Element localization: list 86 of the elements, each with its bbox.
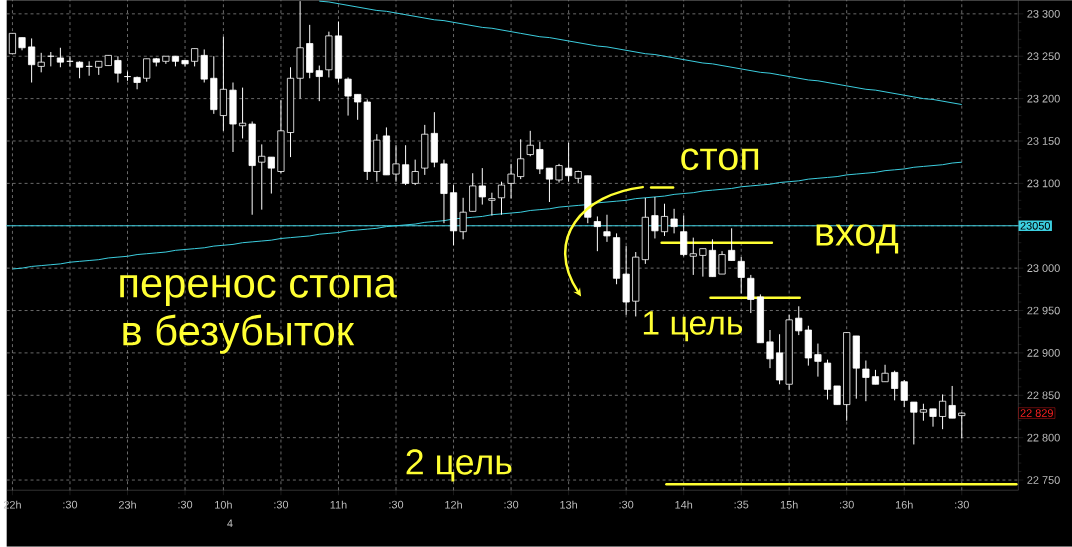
candlestick — [258, 143, 266, 211]
candlestick — [488, 192, 496, 217]
x-tick-label: 13h — [560, 500, 578, 509]
candlestick — [267, 156, 275, 195]
ref-line-label: вход — [816, 224, 899, 254]
candlestick — [862, 360, 870, 402]
y-tick-label: 23 250 — [1027, 52, 1060, 61]
candlestick — [958, 411, 966, 440]
candlestick — [833, 385, 841, 406]
candlestick — [28, 37, 36, 84]
candlestick — [507, 163, 515, 200]
y-tick-label: 22 850 — [1027, 391, 1060, 400]
candlestick — [737, 256, 745, 295]
y-tick-label: 23 000 — [1027, 264, 1060, 273]
candlestick — [411, 159, 419, 186]
x-tick-label: 10h — [215, 500, 232, 509]
candlestick — [545, 167, 553, 203]
candlestick — [948, 385, 956, 419]
candlestick — [795, 305, 803, 336]
x-tick-label: :30 — [389, 500, 404, 509]
candlestick — [747, 274, 755, 314]
text: 22 829 — [1020, 409, 1053, 418]
x-tick-label: :30 — [274, 500, 289, 509]
y-tick-label: 23 100 — [1027, 179, 1060, 188]
annotation: в безубыток — [123, 314, 355, 354]
ref-line-label: стоп — [681, 148, 759, 171]
candlestick — [402, 144, 410, 186]
y-tick-label: 22 900 — [1027, 349, 1060, 357]
y-tick-label: 22 800 — [1027, 433, 1060, 442]
candlestick — [354, 93, 362, 121]
y-tick-label: 23 200 — [1027, 94, 1060, 103]
ref-line-label: 1 цель — [643, 311, 743, 342]
x-tick-label: :30 — [619, 500, 634, 509]
x-tick-label: :35 — [734, 500, 749, 509]
x-tick-label: :30 — [178, 500, 193, 509]
y-tick-label: 23 300 — [1027, 10, 1060, 18]
candlestick — [517, 138, 525, 180]
x-tick-label: 16h — [895, 500, 913, 509]
x-tick-label: 14h — [675, 500, 693, 509]
candlestick — [718, 250, 726, 275]
candlestick — [200, 49, 208, 84]
candlestick — [593, 216, 601, 252]
x-tick-label: :30 — [504, 500, 519, 509]
candlestick — [565, 142, 573, 183]
candlestick — [497, 181, 506, 216]
candlestick — [910, 401, 918, 446]
x-tick-label: 23h — [118, 500, 136, 509]
x-tick-label: 15h — [780, 500, 798, 509]
candlestick — [526, 130, 534, 157]
candlestick — [728, 227, 736, 262]
candlestick — [114, 55, 122, 84]
y-tick-label: 22 950 — [1027, 306, 1060, 315]
candlestick — [660, 203, 669, 237]
candlestick — [939, 394, 947, 430]
candlestick — [37, 52, 45, 73]
annotation: перенос стопа — [120, 274, 397, 307]
y-tick-label: 22 750 — [1027, 476, 1060, 484]
candlestick — [814, 343, 822, 378]
candlestick — [56, 47, 64, 68]
x-tick-label: 11h — [330, 500, 347, 509]
candlestick — [900, 379, 908, 408]
ref-line-label: 2 цель — [406, 449, 512, 482]
ref-line-label: 23050 — [1020, 221, 1050, 230]
x-tick-label: :30 — [63, 500, 78, 509]
candlestick — [536, 141, 544, 175]
x-tick-label: :30 — [840, 500, 854, 509]
candlestick — [891, 370, 899, 401]
candlestick — [344, 76, 352, 117]
x-tick-label: :30 — [955, 500, 969, 509]
candlestick — [699, 248, 707, 278]
candlestick — [881, 364, 889, 383]
y-tick-label: 23 150 — [1027, 137, 1060, 145]
candlestick — [766, 329, 774, 369]
candlestick — [459, 197, 467, 240]
candlestick — [603, 214, 611, 243]
candlestick — [670, 208, 678, 234]
x-tick-label: 12h — [445, 500, 462, 509]
text: 4 — [227, 519, 233, 528]
candlestick — [239, 87, 247, 140]
candlestick — [555, 163, 563, 184]
candlestick — [392, 144, 400, 183]
candlestick — [689, 237, 697, 276]
candlestick — [651, 196, 659, 240]
candlestick — [133, 76, 141, 90]
candlestick — [929, 408, 937, 428]
candlestick — [680, 215, 688, 257]
